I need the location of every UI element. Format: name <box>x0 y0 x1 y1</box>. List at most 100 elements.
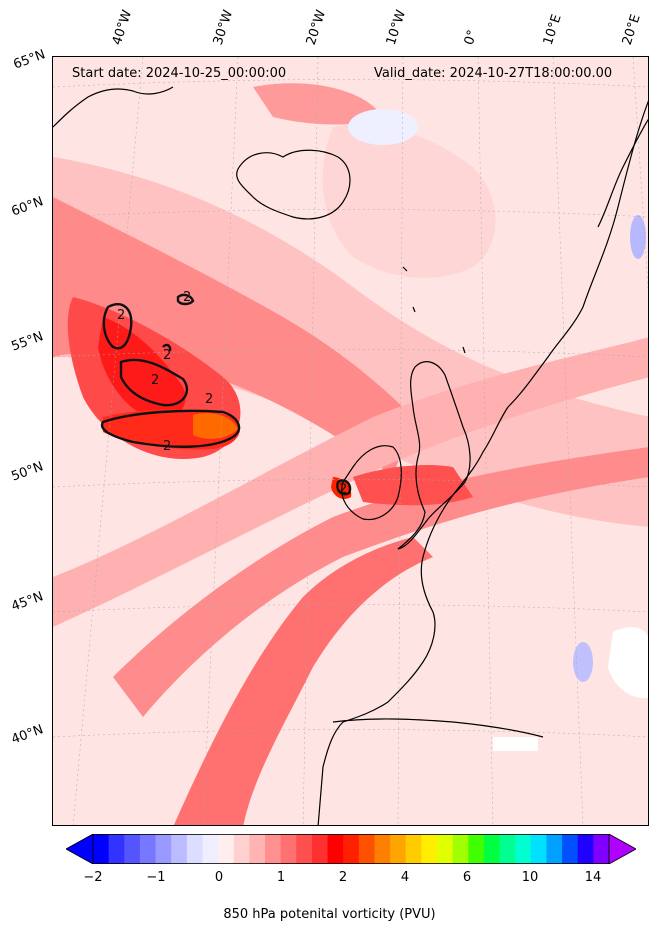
pv-contour-1 <box>102 303 133 350</box>
colorbar-segment <box>171 834 188 864</box>
contour-label: 2 <box>339 482 347 497</box>
lat-label: 45°N <box>9 589 46 615</box>
pv-2-contours <box>100 293 352 496</box>
coast-spain-north <box>332 718 544 738</box>
pv-max-orange <box>193 412 238 439</box>
pv-negative-patch-north <box>348 109 418 145</box>
pv-contour-3 <box>100 409 241 448</box>
colorbar-segment <box>343 834 360 864</box>
colorbar-tick: 6 <box>462 870 472 885</box>
colorbar-segment <box>405 834 422 864</box>
colorbar-label: 850 hPa potenital vorticity (PVU) <box>223 907 436 922</box>
colorbar-tick: 4 <box>400 870 410 885</box>
colorbar-segment <box>358 834 375 864</box>
coast-greenland <box>53 86 174 128</box>
lon-label: 10°W <box>383 8 410 47</box>
lat-label: 40°N <box>9 722 46 748</box>
colorbar-segment <box>577 834 594 864</box>
lon-label: 0° <box>461 28 481 47</box>
colorbar-segment <box>202 834 219 864</box>
colorbar-segment <box>265 834 282 864</box>
colorbar-segment <box>468 834 485 864</box>
colorbar-border <box>92 834 610 865</box>
coast-iceland <box>236 149 351 220</box>
contour-label: 2 <box>163 348 171 363</box>
pv-field-map: 2 2 2 2 2 2 2 <box>53 57 648 825</box>
coastlines <box>53 86 648 825</box>
masked-terrain-alps <box>608 627 648 698</box>
colorbar-extend-min <box>65 833 94 865</box>
pv-contour-4 <box>176 293 195 306</box>
map-panel: 2 2 2 2 2 2 2 <box>52 56 649 826</box>
pv-band-iceland <box>253 83 383 125</box>
colorbar-segment <box>249 834 266 864</box>
colorbar-segment <box>452 834 469 864</box>
pv-contour-6 <box>336 479 352 496</box>
colorbar-segment <box>327 834 344 864</box>
valid-date-label: Valid_date: 2024-10-27T18:00:00.00 <box>374 66 613 81</box>
lat-label: 60°N <box>9 194 46 220</box>
contour-label: 2 <box>163 439 171 454</box>
lat-label: 65°N <box>11 47 48 73</box>
colorbar-tick: −1 <box>146 870 166 885</box>
lat-label: 50°N <box>9 459 46 485</box>
colorbar-tick: 0 <box>214 870 224 885</box>
pv-band-red-west <box>53 197 413 477</box>
colorbar-segment <box>483 834 501 864</box>
colorbar-segment <box>155 834 172 864</box>
colorbar-segment <box>593 834 610 864</box>
pv-core-atlantic-inner <box>98 317 186 420</box>
pv-contour-5 <box>162 343 172 352</box>
colorbar-segment <box>311 834 329 864</box>
colorbar-segment <box>437 834 454 864</box>
pv-contour-labels: 2 2 2 2 2 2 2 <box>117 290 347 497</box>
colorbar-segment <box>233 834 250 864</box>
lon-label: 20°E <box>619 12 644 48</box>
coast-great-britain <box>397 361 471 550</box>
lat-label: 55°N <box>9 329 46 355</box>
masked-terrain-spain <box>493 737 538 751</box>
pv-region-north <box>322 124 496 278</box>
coast-continent <box>317 100 648 825</box>
colorbar-segment <box>218 834 235 864</box>
colorbar-segment <box>421 834 438 864</box>
coast-islands <box>402 266 466 354</box>
pv-streamer-central <box>53 337 648 627</box>
colorbar-tick: −2 <box>83 870 103 885</box>
colorbar-svg <box>65 833 637 865</box>
contour-label: 2 <box>117 308 125 323</box>
coast-ireland <box>341 445 402 521</box>
colorbar-tick: 2 <box>338 870 348 885</box>
colorbar-segment <box>515 834 532 864</box>
colorbar <box>65 833 637 865</box>
colorbar-tick: 1 <box>276 870 286 885</box>
colorbar-segment <box>108 834 125 864</box>
colorbar-tick: 10 <box>521 870 539 885</box>
pv-band-ireland <box>353 465 473 506</box>
colorbar-segment <box>390 834 407 864</box>
lon-label: 20°W <box>303 8 330 47</box>
lon-label: 10°E <box>540 12 565 48</box>
colorbar-segment <box>374 834 391 864</box>
pv-band-pink-north <box>53 157 648 527</box>
pv-contour-2 <box>119 358 189 407</box>
colorbar-tick: 14 <box>584 870 602 885</box>
coast-scandinavia <box>597 118 648 228</box>
lon-label: 30°W <box>210 8 237 47</box>
contour-label: 2 <box>183 290 191 305</box>
colorbar-segment <box>546 834 563 864</box>
contour-label: 2 <box>205 392 213 407</box>
colorbar-segment <box>124 834 141 864</box>
colorbar-segment <box>280 834 297 864</box>
start-date-label: Start date: 2024-10-25_00:00:00 <box>72 66 287 81</box>
colorbar-segment <box>186 834 203 864</box>
pv-streamer-iberia <box>173 537 433 825</box>
colorbar-segment <box>139 834 157 864</box>
pv-negative-patch-biscay <box>573 642 593 682</box>
lon-label: 40°W <box>109 8 136 47</box>
contour-label: 2 <box>151 373 159 388</box>
colorbar-segment <box>93 834 110 864</box>
colorbar-segment <box>562 834 579 864</box>
pv-negative-patch-norway <box>630 215 646 259</box>
colorbar-extend-max <box>608 833 637 865</box>
